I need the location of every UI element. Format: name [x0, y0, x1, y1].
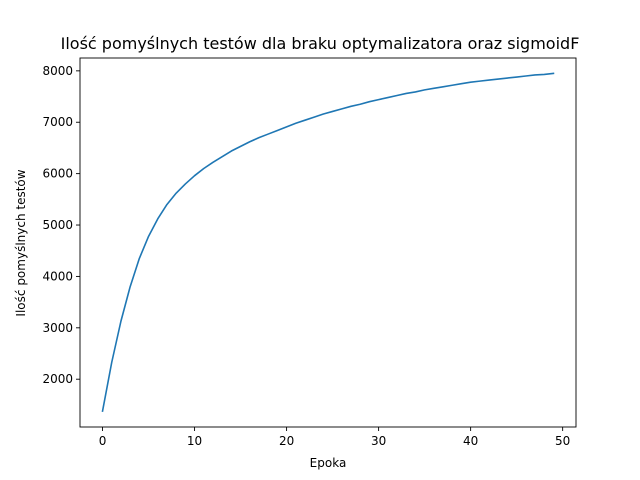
x-tick-label: 30	[371, 434, 386, 448]
y-axis-label: Ilość pomyślnych testów	[14, 169, 28, 316]
x-tick-label: 40	[463, 434, 478, 448]
series-line	[101, 72, 555, 413]
y-axis-ticks: 2000 3000 4000 5000 6000 7000 8000	[42, 64, 80, 386]
y-tick-label: 8000	[42, 64, 73, 78]
y-tick-label: 2000	[42, 372, 73, 386]
x-axis-ticks: 0 10 20 30 40 50	[99, 427, 570, 448]
y-tick-label: 3000	[42, 321, 73, 335]
axes-frame	[79, 57, 577, 428]
x-axis-label: Epoka	[310, 456, 347, 470]
plot-area	[79, 57, 577, 428]
y-tick-label: 5000	[42, 218, 73, 232]
chart-title: Ilość pomyślnych testów dla braku optyma…	[61, 34, 580, 53]
x-tick-label: 10	[187, 434, 202, 448]
y-tick-label: 4000	[42, 269, 73, 283]
x-tick-label: 0	[99, 434, 107, 448]
x-tick-label: 20	[279, 434, 294, 448]
x-tick-label: 50	[555, 434, 570, 448]
y-tick-label: 6000	[42, 167, 73, 181]
y-tick-label: 7000	[42, 115, 73, 129]
